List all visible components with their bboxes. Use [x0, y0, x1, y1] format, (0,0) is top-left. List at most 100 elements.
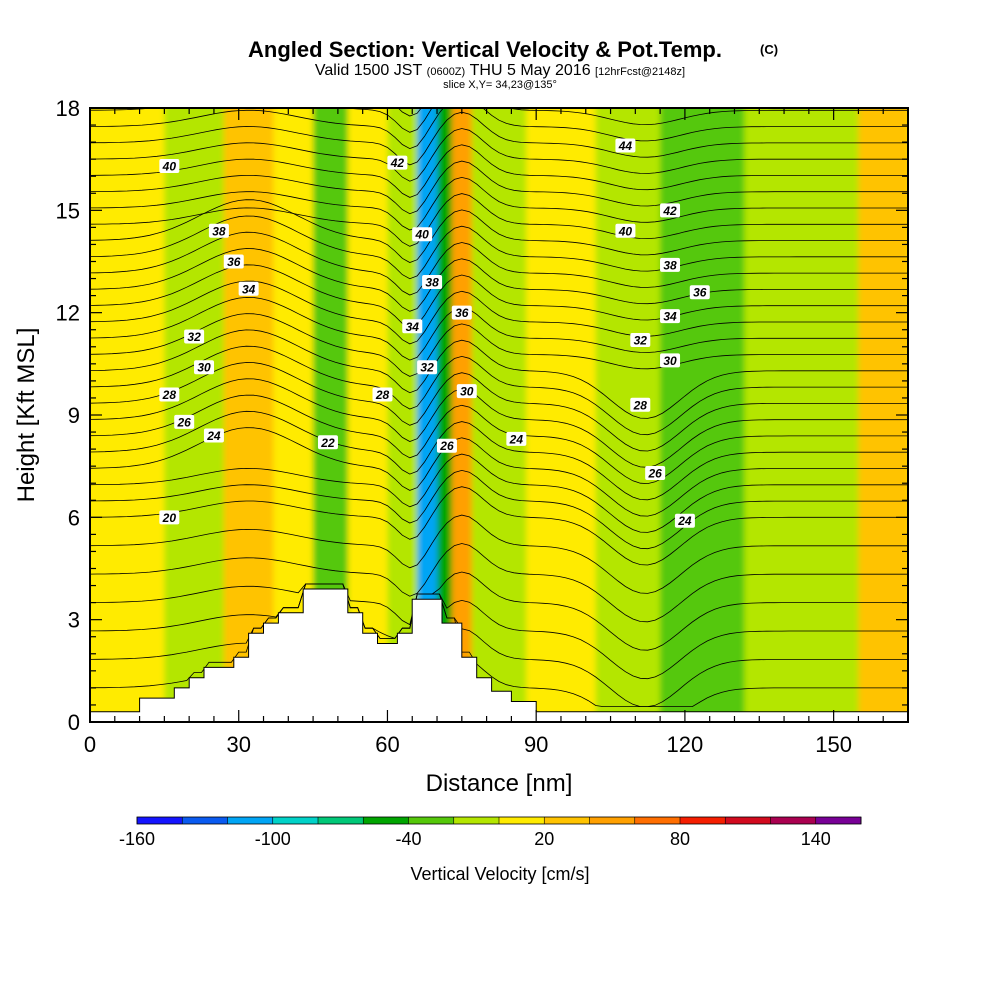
contour-label-10: 34 — [238, 281, 259, 296]
colorbar-swatch-12 — [680, 817, 726, 824]
colorbar-swatch-3 — [272, 817, 319, 824]
y-tick-labels: 0 3 6 9 12 15 18 — [56, 96, 80, 735]
contour-label-6: 36 — [223, 254, 244, 269]
isentrope-10 — [90, 410, 908, 501]
isentrope-20 — [90, 248, 908, 312]
svg-text:32: 32 — [187, 330, 201, 344]
y-axis-title: Height [Kft MSL] — [13, 328, 40, 503]
velocity-band-10 — [471, 108, 527, 722]
y-tick-label-1: 3 — [68, 608, 80, 633]
isentrope-12 — [90, 378, 908, 468]
svg-text:32: 32 — [634, 333, 648, 347]
isentrope-4 — [90, 543, 908, 623]
isentrope-15 — [90, 329, 908, 419]
isentrope-11 — [90, 394, 908, 485]
contour-label-8: 38 — [422, 274, 443, 289]
isentrope-9 — [90, 427, 908, 517]
velocity-band-11 — [526, 108, 597, 722]
colorbar-swatch-13 — [725, 817, 771, 824]
contour-label-14: 34 — [660, 309, 681, 324]
contour-label-11: 36 — [689, 285, 710, 300]
isentrope-33 — [90, 91, 908, 100]
svg-text:38: 38 — [663, 258, 677, 272]
contour-label-16: 32 — [630, 332, 651, 347]
x-tick-label-5: 150 — [815, 732, 852, 757]
velocity-band-0 — [90, 108, 165, 722]
isentrope-7 — [90, 469, 908, 550]
chart-subtitle: Valid 1500 JST (0600Z) THU 5 May 2016 [1… — [315, 62, 685, 79]
svg-text:26: 26 — [647, 466, 662, 480]
svg-text:28: 28 — [633, 398, 648, 412]
svg-text:24: 24 — [509, 432, 524, 446]
colorbar-swatch-2 — [227, 817, 274, 824]
y-tick-label-2: 6 — [68, 505, 80, 530]
velocity-band-12 — [595, 108, 661, 722]
velocity-band-14 — [744, 108, 825, 722]
isentrope-16 — [90, 313, 908, 377]
velocity-field — [90, 108, 908, 722]
y-tick-label-0: 0 — [68, 710, 80, 735]
contour-label-27: 26 — [436, 438, 457, 453]
isentrope-31 — [90, 108, 908, 133]
isentrope-30 — [90, 108, 908, 150]
colorbar-swatch-5 — [363, 817, 409, 824]
colorbar-tick-labels: -160 -100 -40 20 80 140 — [119, 829, 831, 849]
isentrope-27 — [90, 144, 908, 198]
colorbar-tick-label-4: 80 — [670, 829, 690, 849]
contour-label-0: 40 — [159, 158, 180, 173]
contour-label-22: 30 — [456, 384, 477, 399]
isentrope-29 — [90, 111, 908, 166]
colorbar-swatch-15 — [815, 817, 862, 824]
isentrope-18 — [90, 280, 908, 345]
contour-label-17: 30 — [194, 360, 215, 375]
colorbar-tick-label-5: 140 — [801, 829, 831, 849]
svg-text:36: 36 — [455, 306, 469, 320]
colorbar-swatch-7 — [453, 817, 500, 824]
contour-label-3: 38 — [208, 223, 229, 238]
colorbar-swatch-10 — [589, 817, 636, 824]
colorbar-swatch-11 — [634, 817, 681, 824]
contour-label-21: 28 — [372, 387, 393, 402]
velocity-band-15 — [823, 108, 859, 722]
svg-text:36: 36 — [227, 255, 241, 269]
velocity-band-8 — [437, 108, 453, 722]
y-tick-label-5: 15 — [56, 198, 80, 223]
contour-label-24: 26 — [174, 414, 195, 429]
svg-text:26: 26 — [177, 415, 192, 429]
axis-ticks — [89, 107, 909, 723]
svg-text:24: 24 — [206, 429, 221, 443]
svg-text:42: 42 — [662, 204, 677, 218]
contour-label-15: 32 — [184, 329, 205, 344]
velocity-band-2 — [223, 108, 274, 722]
colorbar-swatch-4 — [318, 817, 364, 824]
contour-label-7: 40 — [615, 223, 636, 238]
svg-text:38: 38 — [212, 224, 226, 238]
isentrope-0 — [90, 583, 908, 707]
svg-text:30: 30 — [197, 361, 211, 375]
isentrope-22 — [90, 215, 908, 280]
velocity-band-7 — [417, 108, 438, 722]
contour-label-12: 36 — [451, 305, 472, 320]
svg-text:38: 38 — [425, 275, 439, 289]
isentrope-3 — [90, 571, 908, 651]
contour-label-29: 26 — [645, 465, 666, 480]
y-tick-label-4: 12 — [56, 301, 80, 326]
svg-text:20: 20 — [162, 511, 177, 525]
svg-text:34: 34 — [663, 310, 677, 324]
svg-text:44: 44 — [618, 139, 633, 153]
contour-label-23: 28 — [630, 397, 651, 412]
contour-label-2: 44 — [615, 138, 636, 153]
isentrope-5 — [90, 514, 908, 594]
isentrope-13 — [90, 362, 908, 452]
svg-text:32: 32 — [420, 361, 434, 375]
isentrope-28 — [90, 128, 908, 182]
svg-text:40: 40 — [162, 159, 177, 173]
colorbar-tick-label-2: -40 — [395, 829, 421, 849]
svg-text:28: 28 — [162, 388, 177, 402]
velocity-band-13 — [660, 108, 745, 722]
svg-text:30: 30 — [663, 354, 677, 368]
velocity-band-1 — [164, 108, 225, 722]
svg-text:42: 42 — [390, 156, 405, 170]
isentrope-17 — [90, 296, 908, 361]
